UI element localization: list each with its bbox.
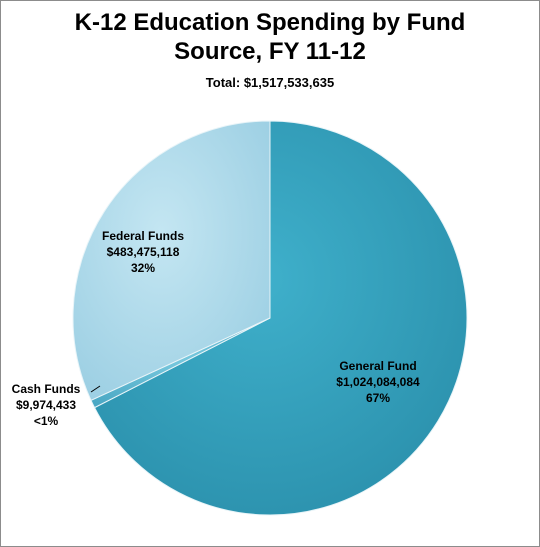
title-line-1: K-12 Education Spending by Fund <box>74 9 466 36</box>
slice-federal-funds <box>72 120 271 401</box>
slice-general-fund <box>93 120 468 516</box>
chart-title: K-12 Education Spending by Fund Source, … <box>0 8 540 66</box>
label-general-fund-name: General Fund <box>339 359 416 373</box>
title-line-2: Source, FY 11-12 <box>174 38 366 65</box>
label-federal-funds-name: Federal Funds <box>102 229 184 243</box>
cash-funds-leader-line <box>90 385 101 393</box>
label-cash-funds-value: $9,974,433 <box>16 398 76 412</box>
label-federal-funds-pct: 32% <box>131 261 155 275</box>
label-cash-funds-pct: <1% <box>34 414 59 428</box>
chart-subtitle: Total: $1,517,533,635 <box>205 75 335 90</box>
label-federal-funds-value: $483,475,118 <box>107 245 180 259</box>
label-general-fund-pct: 67% <box>366 391 390 405</box>
label-general-fund-value: $1,024,084,084 <box>336 375 420 389</box>
label-cash-funds-name: Cash Funds <box>12 382 81 396</box>
